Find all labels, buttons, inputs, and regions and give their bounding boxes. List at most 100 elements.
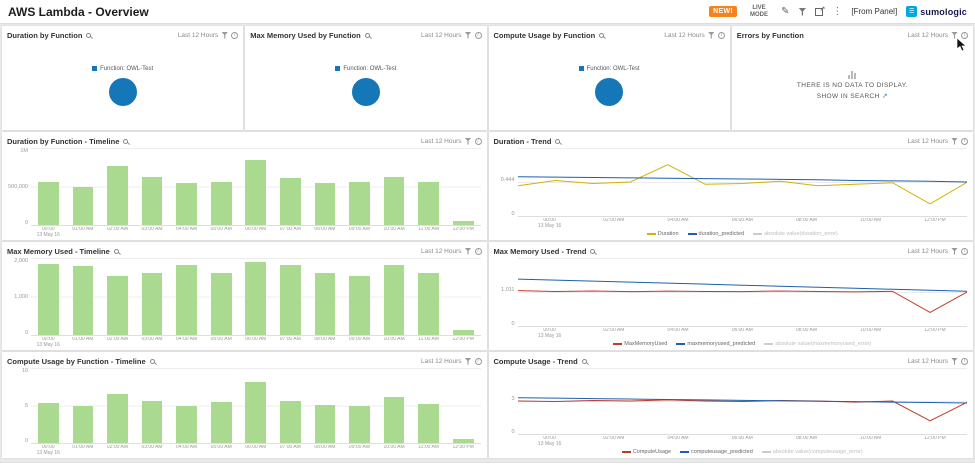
live-mode-toggle[interactable]: LIVE MODE [750, 4, 768, 18]
zoom-icon[interactable] [590, 248, 596, 254]
bar[interactable] [383, 176, 405, 225]
bar[interactable] [210, 272, 232, 335]
bar[interactable] [72, 265, 94, 335]
edit-icon[interactable]: ✎ [781, 5, 790, 17]
duration-timeline-chart[interactable]: 1M 500,000 0 00:00 13 May 16 01:00 AM 02:00 A… [2, 147, 487, 240]
chart-legend[interactable]: Function: OWL-Test [335, 66, 396, 72]
duration-by-function-chart[interactable]: Function: OWL-Test [2, 41, 243, 130]
memory-trend-chart[interactable]: 1,011 0 00:00 13 May 16 02:00 AM 04:00 AM 06:… [489, 257, 974, 350]
bar[interactable] [452, 439, 474, 443]
info-icon[interactable] [961, 247, 968, 255]
filter-icon[interactable] [464, 137, 472, 145]
zoom-icon[interactable] [364, 32, 370, 38]
chart-legend[interactable]: Function: OWL-Test [92, 66, 153, 72]
filter-icon[interactable] [951, 137, 958, 145]
sumologic-logo[interactable]: ☰ sumologic [906, 6, 967, 17]
time-range-label[interactable]: Last 12 Hours [664, 31, 705, 39]
time-range-label[interactable]: Last 12 Hours [421, 247, 462, 255]
info-icon[interactable] [474, 31, 482, 39]
legend-item[interactable]: ComputeUsage [621, 449, 671, 455]
bar[interactable] [37, 263, 59, 335]
bar[interactable] [349, 405, 370, 443]
time-range-label[interactable]: Last 12 Hours [421, 31, 462, 39]
bar[interactable] [279, 264, 301, 335]
bar[interactable] [210, 181, 232, 225]
chart-plot[interactable] [31, 258, 481, 336]
filter-icon[interactable] [951, 247, 958, 255]
bar[interactable] [279, 178, 301, 225]
zoom-icon[interactable] [113, 248, 119, 254]
time-range-label[interactable]: Last 12 Hours [907, 247, 948, 255]
filter-icon[interactable] [464, 31, 472, 39]
filter-icon[interactable] [798, 7, 807, 16]
info-icon[interactable] [961, 31, 968, 39]
filter-icon[interactable] [951, 31, 958, 39]
bar[interactable] [418, 181, 440, 225]
chart-plot[interactable] [31, 148, 481, 226]
legend-item[interactable]: maxmemoryused_predicted [676, 341, 755, 347]
bar[interactable] [245, 159, 267, 225]
bar[interactable] [107, 276, 128, 335]
zoom-icon[interactable] [149, 358, 155, 364]
zoom-icon[interactable] [555, 138, 561, 144]
time-range-label[interactable]: Last 12 Hours [907, 31, 948, 39]
info-icon[interactable] [961, 357, 968, 365]
bar[interactable] [452, 220, 474, 225]
info-icon[interactable] [474, 357, 482, 365]
info-icon[interactable] [474, 247, 482, 255]
time-range-label[interactable]: Last 12 Hours [907, 357, 948, 365]
bar[interactable] [141, 273, 163, 335]
bar[interactable] [72, 186, 94, 225]
filter-icon[interactable] [951, 357, 958, 365]
bar[interactable] [245, 261, 267, 335]
filter-icon[interactable] [464, 247, 472, 255]
time-range-label[interactable]: Last 12 Hours [421, 357, 462, 365]
zoom-icon[interactable] [123, 138, 129, 144]
legend-item[interactable]: computeusage_predicted [680, 449, 753, 455]
time-range-label[interactable]: Last 12 Hours [421, 137, 462, 145]
legend-item[interactable]: Duration [646, 231, 679, 237]
bar[interactable] [383, 397, 405, 443]
bar[interactable] [107, 165, 128, 225]
more-options-icon[interactable]: ⋮ [832, 5, 843, 17]
donut-chart[interactable] [595, 77, 624, 106]
zoom-icon[interactable] [86, 32, 92, 38]
time-range-label[interactable]: Last 12 Hours [177, 31, 219, 39]
zoom-icon[interactable] [581, 358, 587, 364]
bar[interactable] [141, 177, 163, 225]
bar[interactable] [37, 402, 59, 443]
legend-item[interactable]: MaxMemoryUsed [613, 341, 667, 347]
new-badge[interactable]: NEW! [709, 6, 737, 17]
bar[interactable] [37, 181, 59, 225]
compute-trend-chart[interactable]: 3 0 00:00 13 May 16 02:00 AM 04:00 AM 06:00 A… [489, 367, 974, 458]
chart-legend[interactable]: Function: OWL-Test [578, 66, 640, 72]
info-icon[interactable] [231, 31, 239, 39]
info-icon[interactable] [474, 137, 482, 145]
bar[interactable] [314, 404, 336, 443]
info-icon[interactable] [961, 137, 968, 145]
filter-icon[interactable] [221, 31, 229, 39]
compute-timeline-chart[interactable]: 10 5 0 00:00 13 May 16 01:00 AM 02:00 AM 03:00… [2, 367, 487, 458]
chart-plot[interactable] [31, 368, 481, 444]
share-icon[interactable]: ↗ [815, 6, 825, 16]
bar[interactable] [176, 183, 197, 225]
bar[interactable] [279, 401, 301, 443]
compute-usage-by-function-chart[interactable]: Function: OWL-Test [489, 41, 730, 130]
bar[interactable] [349, 276, 370, 335]
chart-plot[interactable] [517, 258, 967, 327]
filter-icon[interactable] [707, 31, 715, 39]
bar[interactable] [418, 404, 440, 443]
bar[interactable] [107, 393, 128, 443]
memory-timeline-chart[interactable]: 2,000 1,000 0 00:00 13 May 16 01:00 AM 02:00 … [2, 257, 487, 350]
bar[interactable] [245, 381, 267, 443]
time-range-label[interactable]: Last 12 Hours [907, 137, 948, 145]
info-icon[interactable] [717, 31, 725, 39]
bar[interactable] [314, 183, 336, 225]
bar[interactable] [314, 273, 336, 335]
bar[interactable] [418, 273, 440, 335]
bar[interactable] [176, 405, 197, 443]
bar[interactable] [72, 406, 94, 443]
duration-trend-chart[interactable]: 0.444 0 00:00 13 May 16 02:00 AM 04:00 AM 06:… [489, 147, 974, 240]
bar[interactable] [141, 401, 163, 443]
filter-icon[interactable] [464, 357, 472, 365]
